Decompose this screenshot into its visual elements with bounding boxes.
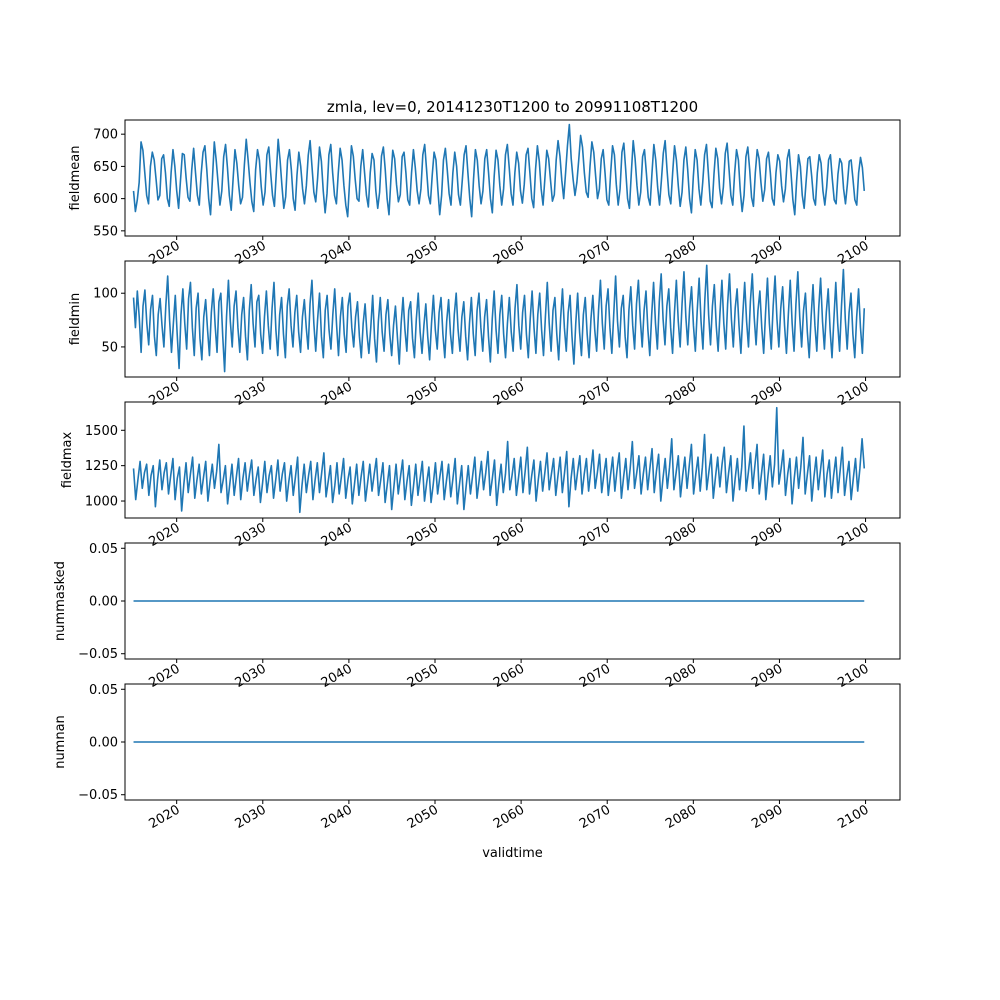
y-tick-label: 600: [93, 192, 118, 207]
fieldmin-series-line: [132, 264, 866, 373]
y-tick-label: 0.00: [89, 736, 118, 751]
y-tick-label: 50: [101, 340, 118, 355]
y-tick-label: −0.05: [78, 788, 118, 803]
x-axis-label: validtime: [482, 846, 543, 861]
y-tick-label: 0.00: [89, 595, 118, 610]
y-tick-label: 100: [93, 287, 118, 302]
fieldmax-series-line: [132, 406, 866, 514]
y-tick-label: 1000: [85, 495, 118, 510]
y-tick-label: −0.05: [78, 647, 118, 662]
y-tick-label: 1500: [85, 424, 118, 439]
plot-frame: [124, 119, 901, 237]
y-tick-label: 700: [93, 128, 118, 143]
y-axis-label: nummasked: [53, 561, 68, 641]
y-axis-label: fieldmin: [68, 293, 83, 346]
y-tick-label: 650: [93, 160, 118, 175]
y-tick-label: 1250: [85, 459, 118, 474]
plot-frame: [124, 260, 901, 378]
y-tick-label: 0.05: [89, 542, 118, 557]
y-axis-label: fieldmean: [68, 146, 83, 211]
chart-title: zmla, lev=0, 20141230T1200 to 20991108T1…: [327, 98, 698, 116]
plot-frame: [124, 401, 901, 519]
y-axis-label: numnan: [53, 715, 68, 769]
fieldmean-series-line: [132, 123, 866, 218]
y-tick-label: 0.05: [89, 683, 118, 698]
y-tick-label: 550: [93, 224, 118, 239]
y-axis-label: fieldmax: [60, 432, 75, 489]
